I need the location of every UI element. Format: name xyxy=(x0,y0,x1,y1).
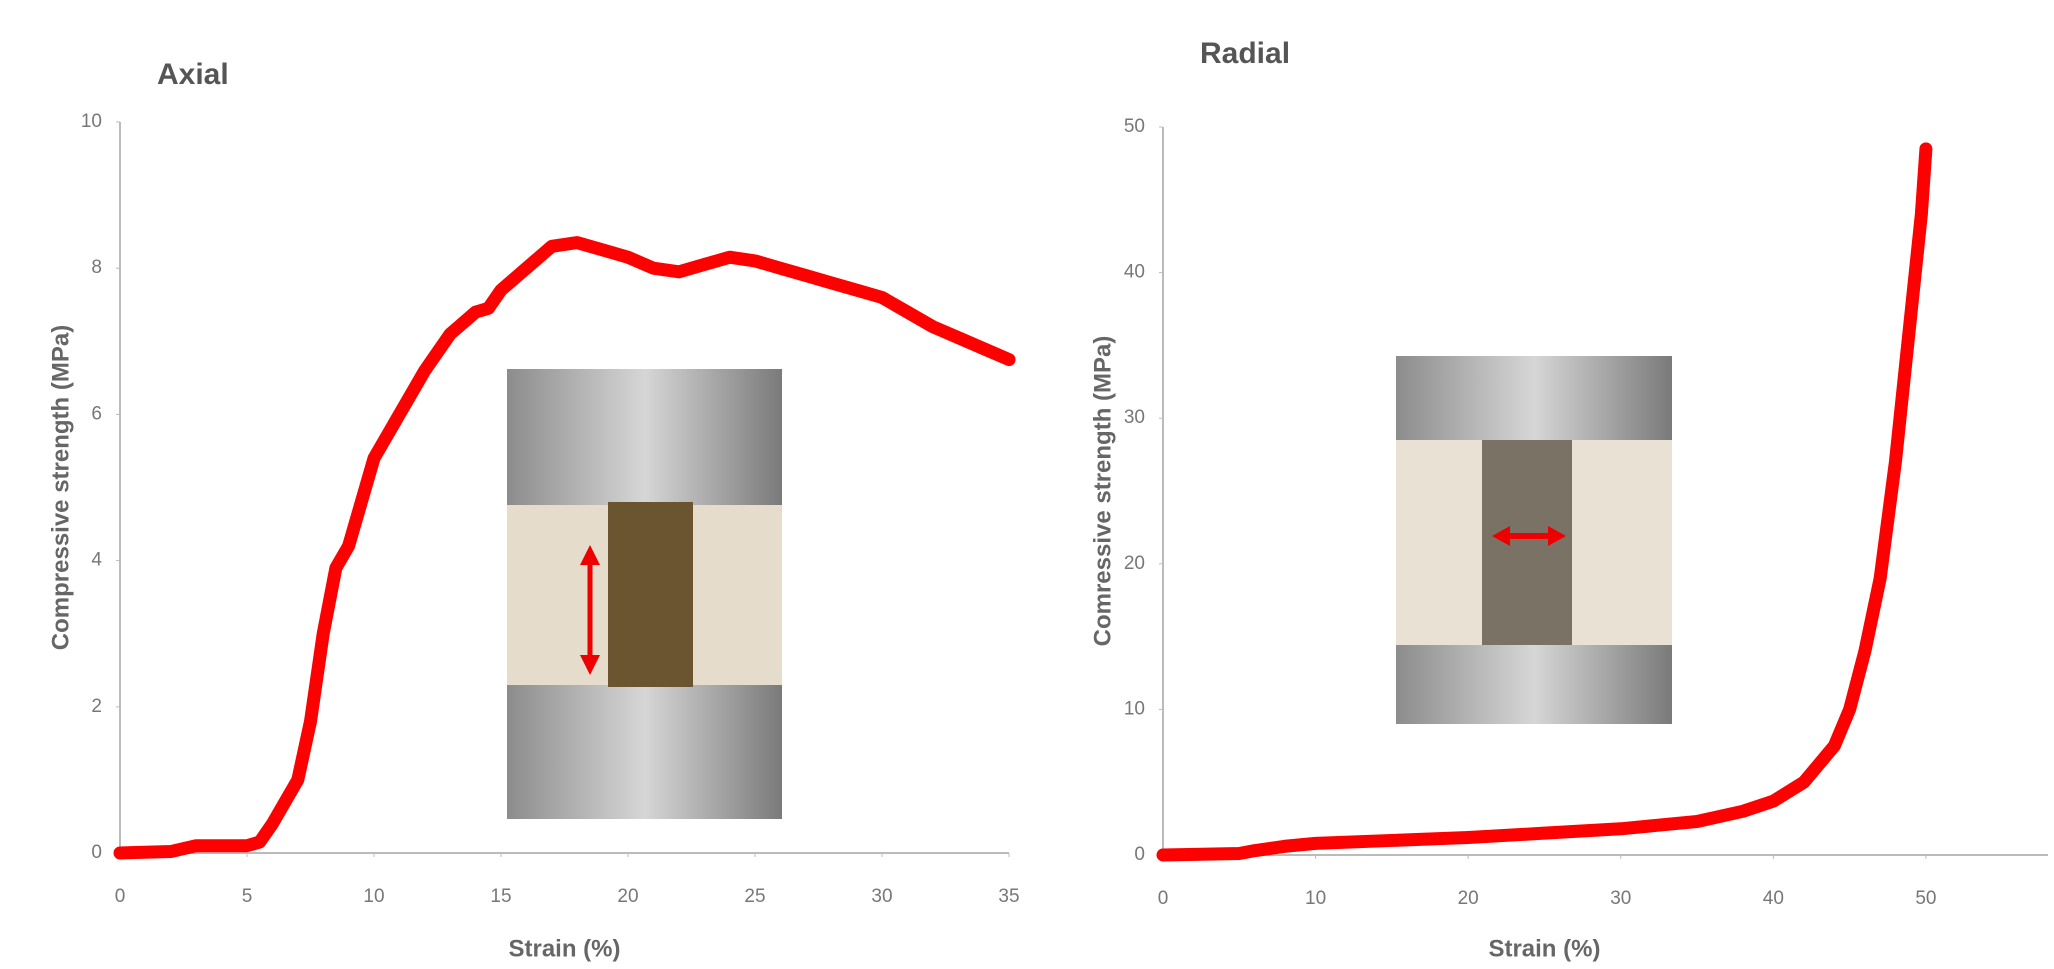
x-tick-label: 20 xyxy=(617,886,638,907)
x-tick-label: 35 xyxy=(998,886,1019,907)
x-tick-label: 10 xyxy=(1305,888,1326,909)
y-tick-label: 8 xyxy=(91,257,102,278)
y-tick-label: 30 xyxy=(1124,407,1145,428)
y-tick-label: 0 xyxy=(91,842,102,863)
inset-photo xyxy=(507,369,782,819)
x-tick-label: 30 xyxy=(871,886,892,907)
x-tick-label: 50 xyxy=(1915,888,1936,909)
y-tick-label: 2 xyxy=(91,696,102,717)
page: Axial Compressive strength (MPa) Strain (%… xyxy=(0,0,2054,969)
y-tick-label: 20 xyxy=(1124,553,1145,574)
y-tick-label: 10 xyxy=(81,111,102,132)
x-tick-label: 30 xyxy=(1610,888,1631,909)
x-tick-label: 15 xyxy=(490,886,511,907)
x-tick-label: 0 xyxy=(1158,888,1169,909)
x-tick-label: 20 xyxy=(1458,888,1479,909)
x-tick-label: 0 xyxy=(115,886,126,907)
x-axis-label: Strain (%) xyxy=(1488,935,1600,962)
y-tick-label: 40 xyxy=(1124,262,1145,283)
y-tick-label: 10 xyxy=(1124,698,1145,719)
y-axis-label: Compressive strength (MPa) xyxy=(47,325,74,650)
y-tick-label: 6 xyxy=(91,403,102,424)
x-tick-label: 25 xyxy=(744,886,765,907)
inset-photo xyxy=(1396,356,1672,724)
figure: Axial Compressive strength (MPa) Strain (%… xyxy=(0,0,2054,969)
y-tick-label: 50 xyxy=(1124,116,1145,137)
x-axis-label: Strain (%) xyxy=(508,935,620,962)
y-tick-label: 0 xyxy=(1134,844,1145,865)
x-tick-label: 5 xyxy=(242,886,253,907)
chart-title: Radial xyxy=(1200,37,1290,70)
x-tick-label: 40 xyxy=(1763,888,1784,909)
chart-title: Axial xyxy=(157,58,229,91)
y-axis-label: Comressive strength (MPa) xyxy=(1089,336,1116,647)
x-tick-label: 10 xyxy=(363,886,384,907)
y-tick-label: 4 xyxy=(91,550,102,571)
